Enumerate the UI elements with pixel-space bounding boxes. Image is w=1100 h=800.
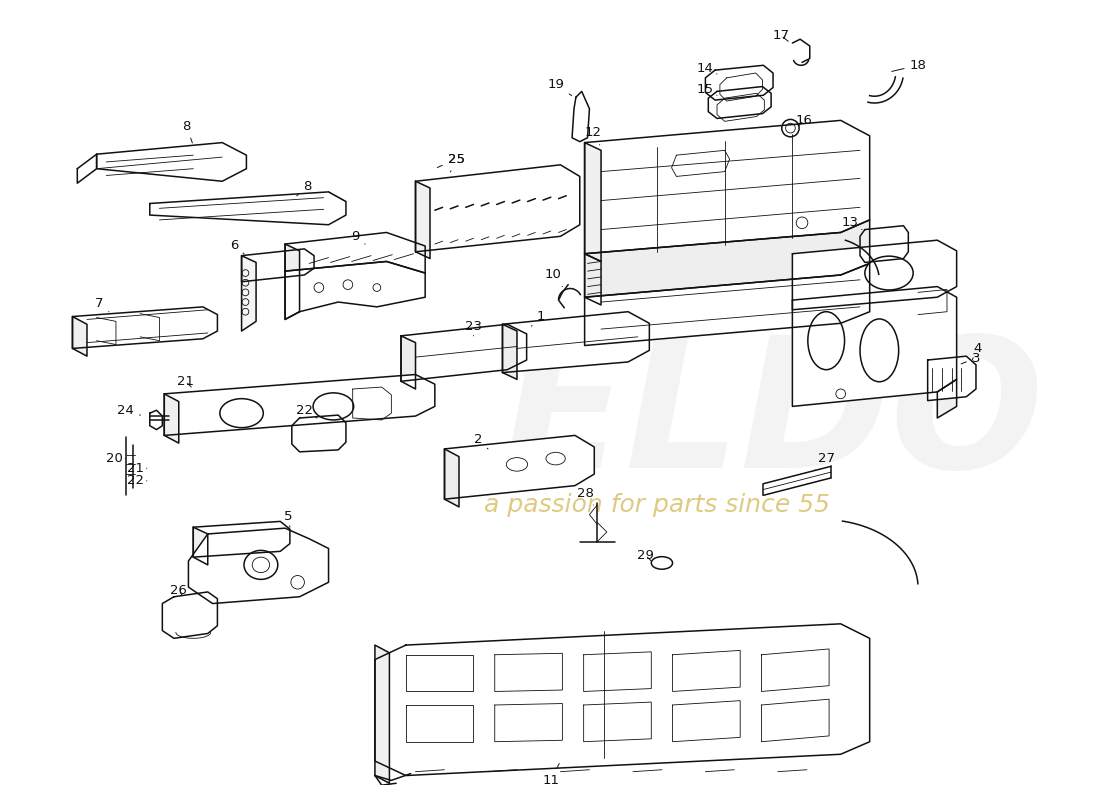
Text: 25: 25	[438, 153, 464, 167]
Text: 19: 19	[547, 78, 572, 96]
Text: 22: 22	[296, 404, 317, 418]
Polygon shape	[97, 142, 246, 182]
Polygon shape	[503, 324, 517, 379]
Text: 6: 6	[230, 239, 244, 254]
Text: 29: 29	[637, 549, 653, 562]
Text: 26: 26	[170, 583, 187, 597]
Polygon shape	[503, 312, 649, 373]
Text: 15: 15	[697, 83, 717, 96]
Text: 20: 20	[106, 452, 125, 465]
Polygon shape	[584, 263, 870, 346]
Polygon shape	[164, 374, 434, 435]
Polygon shape	[194, 527, 208, 565]
Polygon shape	[444, 435, 594, 499]
Text: 17: 17	[772, 29, 790, 42]
Text: 12: 12	[585, 126, 602, 145]
Text: 2: 2	[474, 433, 488, 449]
Polygon shape	[375, 645, 389, 783]
Polygon shape	[73, 317, 87, 356]
Text: 13: 13	[842, 216, 862, 230]
Text: 8: 8	[297, 179, 311, 196]
Text: ELDO: ELDO	[503, 330, 1044, 506]
Polygon shape	[242, 249, 314, 282]
Text: 8: 8	[183, 120, 192, 143]
Polygon shape	[194, 522, 290, 557]
Polygon shape	[584, 120, 870, 254]
Text: 24: 24	[118, 404, 141, 417]
Polygon shape	[584, 220, 870, 298]
Polygon shape	[937, 379, 957, 418]
Polygon shape	[416, 165, 580, 252]
Polygon shape	[188, 528, 329, 603]
Text: 16: 16	[795, 114, 813, 127]
Polygon shape	[792, 286, 957, 406]
Polygon shape	[150, 192, 345, 225]
Polygon shape	[416, 182, 430, 258]
Text: 22: 22	[126, 474, 147, 487]
Polygon shape	[375, 624, 870, 775]
Polygon shape	[163, 592, 218, 638]
Polygon shape	[285, 233, 426, 273]
Text: 3: 3	[961, 351, 980, 365]
Text: 27: 27	[815, 452, 835, 470]
Polygon shape	[584, 142, 601, 262]
Text: 23: 23	[465, 320, 482, 336]
Text: 1: 1	[531, 310, 546, 326]
Text: 7: 7	[96, 298, 109, 312]
Polygon shape	[73, 307, 218, 349]
Text: 4: 4	[972, 342, 982, 360]
Polygon shape	[572, 91, 590, 142]
Polygon shape	[242, 256, 256, 331]
Polygon shape	[792, 240, 957, 310]
Polygon shape	[77, 154, 97, 183]
Polygon shape	[164, 394, 179, 443]
Text: 5: 5	[284, 510, 293, 527]
Text: 10: 10	[544, 269, 562, 286]
Polygon shape	[444, 449, 459, 507]
Polygon shape	[402, 324, 527, 382]
Text: 18: 18	[892, 58, 926, 72]
Polygon shape	[285, 244, 299, 319]
Text: 14: 14	[697, 62, 717, 74]
Text: 11: 11	[542, 763, 559, 787]
Polygon shape	[927, 356, 976, 401]
Text: a passion for parts since 55: a passion for parts since 55	[484, 493, 830, 517]
Text: 21: 21	[126, 462, 147, 474]
Text: 9: 9	[351, 230, 365, 244]
Text: 25: 25	[448, 153, 464, 172]
Text: 21: 21	[177, 374, 194, 388]
Polygon shape	[402, 336, 416, 389]
Polygon shape	[285, 262, 426, 319]
Text: 28: 28	[578, 487, 594, 505]
